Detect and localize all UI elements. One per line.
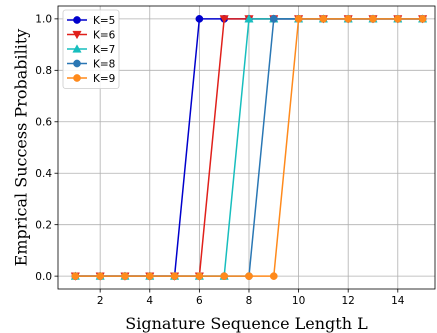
y-tick-label: 0.0 bbox=[35, 271, 52, 283]
data-point bbox=[393, 15, 402, 23]
legend-marker bbox=[73, 74, 81, 82]
x-axis-label: Signature Sequence Length L bbox=[125, 314, 368, 333]
x-tick-label: 4 bbox=[146, 295, 153, 307]
x-tick-label: 10 bbox=[292, 295, 305, 307]
data-point bbox=[344, 15, 353, 23]
y-tick-label: 0.4 bbox=[35, 168, 52, 180]
legend: K=5 K=6 K=7 K=8 K=9 bbox=[62, 9, 120, 89]
legend-label: K=6 bbox=[93, 29, 116, 41]
data-point bbox=[220, 272, 229, 280]
x-tick-label: 6 bbox=[196, 295, 203, 307]
series-layer bbox=[70, 14, 428, 281]
data-point bbox=[195, 272, 204, 280]
legend-label: K=5 bbox=[93, 15, 115, 27]
data-point bbox=[96, 272, 105, 280]
data-point bbox=[369, 15, 377, 23]
series-k-9 bbox=[71, 15, 427, 280]
legend-marker bbox=[73, 59, 81, 68]
data-point bbox=[319, 15, 328, 23]
legend-item: K=7 bbox=[67, 44, 115, 56]
data-point bbox=[418, 15, 427, 23]
y-axis-label: Emprical Success Probability bbox=[12, 29, 31, 267]
legend-marker bbox=[72, 44, 82, 53]
data-point bbox=[245, 272, 253, 280]
data-point bbox=[71, 272, 80, 280]
y-tick-label: 0.8 bbox=[35, 65, 52, 77]
x-tick-label: 12 bbox=[342, 295, 355, 307]
x-tick-label: 2 bbox=[97, 295, 104, 307]
data-point bbox=[121, 272, 129, 280]
x-tick-label: 8 bbox=[246, 295, 253, 307]
data-point bbox=[244, 14, 254, 23]
legend-item: K=9 bbox=[67, 73, 115, 85]
data-point bbox=[170, 272, 179, 280]
data-point bbox=[145, 272, 154, 280]
data-point bbox=[269, 272, 278, 280]
legend-marker bbox=[72, 30, 82, 40]
legend-marker bbox=[73, 16, 81, 24]
legend-label: K=8 bbox=[93, 58, 115, 70]
legend-label: K=9 bbox=[93, 73, 115, 85]
legend-item: K=5 bbox=[67, 15, 115, 27]
legend-item: K=6 bbox=[67, 29, 116, 41]
y-tick-label: 0.6 bbox=[35, 117, 52, 129]
x-tick-label: 14 bbox=[391, 295, 405, 307]
data-point bbox=[195, 15, 204, 23]
data-point bbox=[269, 15, 278, 23]
data-point bbox=[219, 15, 229, 24]
plot-frame bbox=[57, 5, 436, 290]
legend-item: K=8 bbox=[67, 58, 115, 70]
legend-box bbox=[62, 9, 120, 89]
data-point bbox=[294, 15, 303, 23]
ticks: 2 4 6 8 10 12 14 0.0 0.2 0.4 0.6 0.8 1.0 bbox=[35, 14, 404, 307]
y-tick-label: 1.0 bbox=[35, 14, 52, 26]
legend-label: K=7 bbox=[93, 44, 115, 56]
y-tick-label: 0.2 bbox=[35, 219, 52, 231]
